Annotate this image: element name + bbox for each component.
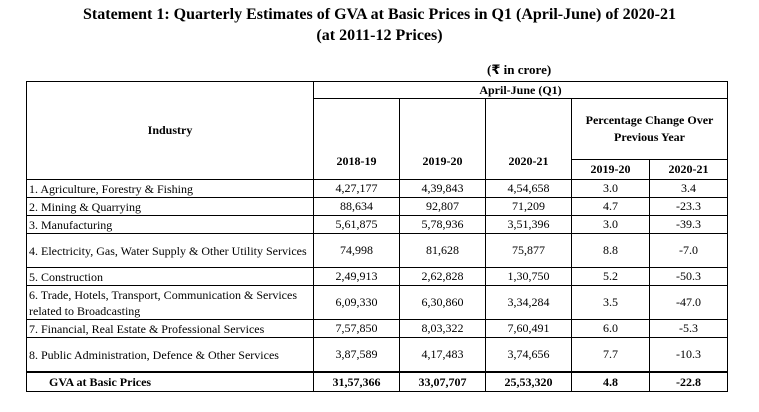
value-cell: 4,17,483 [399, 337, 486, 373]
value-cell: 7,57,850 [313, 319, 400, 338]
pct-cell: 3.4 [649, 179, 728, 198]
value-cell: 2,49,913 [313, 267, 400, 286]
total-label: GVA at Basic Prices [26, 371, 314, 392]
total-value-cell: 25,53,320 [485, 371, 572, 392]
value-cell: 88,634 [313, 197, 400, 216]
value-cell: 4,54,658 [485, 179, 572, 198]
pct-cell: -7.0 [649, 233, 728, 268]
industry-cell: 6. Trade, Hotels, Transport, Communicati… [26, 285, 314, 320]
unit-text: in crore) [500, 62, 552, 77]
pct-year-header-2019-20: 2019-20 [571, 159, 650, 180]
industry-cell: 7. Financial, Real Estate & Professional… [26, 319, 314, 338]
pct-cell: 3.0 [571, 179, 650, 198]
total-pct-cell: -22.8 [649, 371, 728, 392]
industry-cell: 8. Public Administration, Defence & Othe… [26, 337, 314, 373]
total-value-cell: 31,57,366 [313, 371, 400, 392]
value-cell: 75,877 [485, 233, 572, 268]
industry-cell: 3. Manufacturing [26, 215, 314, 234]
table-row: 7. Financial, Real Estate & Professional… [26, 319, 728, 338]
table-row: 6. Trade, Hotels, Transport, Communicati… [26, 285, 728, 320]
pct-cell: 7.7 [571, 337, 650, 373]
value-cell: 92,807 [399, 197, 486, 216]
unit-open: ( [487, 62, 492, 77]
table-row: 8. Public Administration, Defence & Othe… [26, 337, 728, 373]
value-cell: 3,74,656 [485, 337, 572, 373]
pct-cell: 4.7 [571, 197, 650, 216]
pct-cell: 3.5 [571, 285, 650, 320]
industry-cell: 1. Agriculture, Forestry & Fishing [26, 179, 314, 198]
period-header: April-June (Q1) [313, 81, 728, 99]
value-cell: 5,78,936 [399, 215, 486, 234]
year-header-2019-20: 2019-20 [399, 98, 486, 180]
industry-cell: 4. Electricity, Gas, Water Supply & Othe… [26, 233, 314, 268]
pct-cell: -5.3 [649, 319, 728, 338]
industry-cell: 5. Construction [26, 267, 314, 286]
value-cell: 1,30,750 [485, 267, 572, 286]
table-row: 5. Construction 2,49,913 2,62,828 1,30,7… [26, 267, 728, 286]
pct-cell: -50.3 [649, 267, 728, 286]
statement-title: Statement 1: Quarterly Estimates of GVA … [0, 4, 759, 46]
industry-cell: 2. Mining & Quarrying [26, 197, 314, 216]
value-cell: 4,39,843 [399, 179, 486, 198]
pct-cell: -47.0 [649, 285, 728, 320]
value-cell: 81,628 [399, 233, 486, 268]
value-cell: 3,87,589 [313, 337, 400, 373]
pct-cell: 5.2 [571, 267, 650, 286]
pct-cell: -10.3 [649, 337, 728, 373]
table-row: 4. Electricity, Gas, Water Supply & Othe… [26, 233, 728, 268]
total-pct-cell: 4.8 [571, 371, 650, 392]
pct-year-header-2020-21: 2020-21 [649, 159, 728, 180]
table-row: 2. Mining & Quarrying 88,634 92,807 71,2… [26, 197, 728, 216]
value-cell: 3,34,284 [485, 285, 572, 320]
pct-change-header: Percentage Change Over Previous Year [571, 97, 728, 161]
value-cell: 3,51,396 [485, 215, 572, 234]
value-cell: 8,03,322 [399, 319, 486, 338]
pct-cell: 6.0 [571, 319, 650, 338]
pct-cell: 8.8 [571, 233, 650, 268]
industry-header: Industry [26, 81, 314, 180]
table-row: 3. Manufacturing 5,61,875 5,78,936 3,51,… [26, 215, 728, 234]
title-line-2: (at 2011-12 Prices) [316, 27, 443, 44]
total-value-cell: 33,07,707 [399, 371, 486, 392]
total-row: GVA at Basic Prices 31,57,366 33,07,707 … [26, 371, 728, 392]
value-cell: 6,09,330 [313, 285, 400, 320]
value-cell: 71,209 [485, 197, 572, 216]
value-cell: 7,60,491 [485, 319, 572, 338]
value-cell: 4,27,177 [313, 179, 400, 198]
value-cell: 74,998 [313, 233, 400, 268]
value-cell: 5,61,875 [313, 215, 400, 234]
title-line-1: Statement 1: Quarterly Estimates of GVA … [83, 6, 676, 23]
pct-cell: -39.3 [649, 215, 728, 234]
table-row: 1. Agriculture, Forestry & Fishing 4,27,… [26, 179, 728, 198]
year-header-2018-19: 2018-19 [313, 98, 400, 180]
value-cell: 6,30,860 [399, 285, 486, 320]
year-header-2020-21: 2020-21 [485, 98, 572, 180]
gva-table: Industry April-June (Q1) 2018-19 2019-20… [26, 81, 728, 392]
pct-cell: -23.3 [649, 197, 728, 216]
unit-label: (₹ in crore) [487, 62, 551, 78]
pct-cell: 3.0 [571, 215, 650, 234]
value-cell: 2,62,828 [399, 267, 486, 286]
rupee-icon: ₹ [491, 63, 501, 78]
